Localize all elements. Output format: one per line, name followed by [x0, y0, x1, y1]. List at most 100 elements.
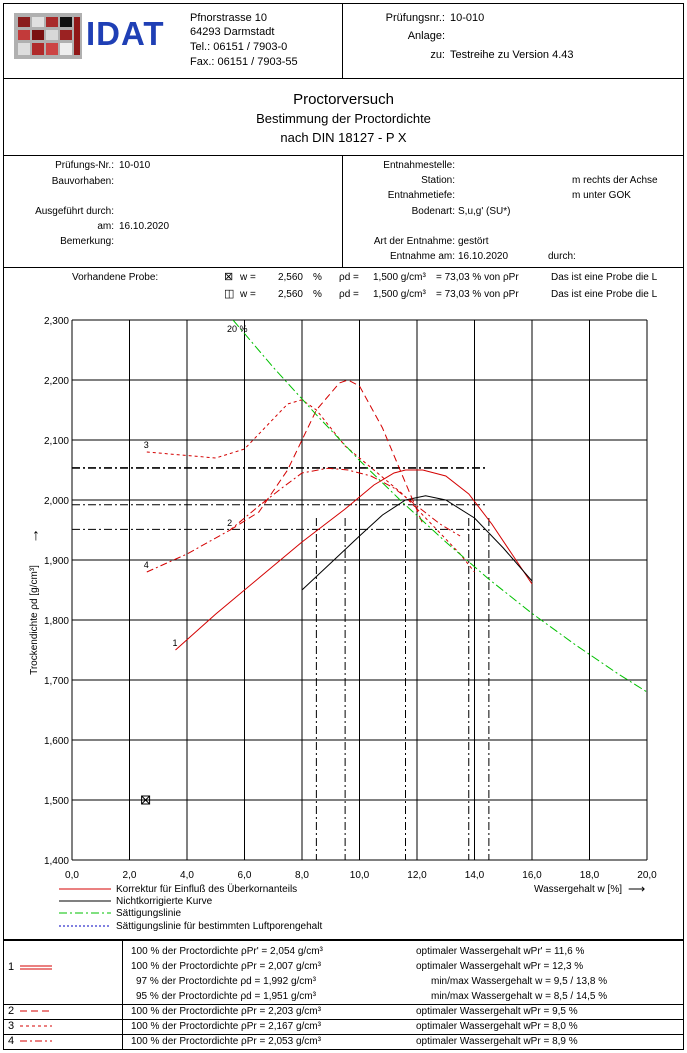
results-row-4-swatch	[20, 1040, 52, 1042]
anlage-label: Anlage:	[407, 30, 445, 42]
series-label: 4	[144, 560, 149, 570]
info-left-label-4: am:	[97, 221, 114, 232]
results-row-2-swatch	[20, 1010, 52, 1012]
x-tick-label: 4,0	[180, 870, 194, 881]
legend-label-3: Sättigungslinie	[116, 908, 182, 919]
results-col-divider	[122, 940, 123, 1050]
y-tick-label: 2,100	[44, 436, 69, 447]
results-group-1-left-4: 95 % der Proctordichte ρd = 1,951 g/cm³	[136, 991, 316, 1002]
y-tick-label: 1,900	[44, 556, 69, 567]
x-tick-label: 16,0	[522, 870, 542, 881]
y-tick-label: 2,200	[44, 376, 69, 387]
probe-row-2-rho-label: ρd =	[339, 289, 359, 300]
series-label: 1	[173, 638, 178, 648]
series-line-dash_short	[146, 399, 475, 573]
probe-row-1-w-label: w =	[240, 272, 256, 283]
info-right-label-6: Entnahme am:	[389, 251, 455, 262]
results-row-4-num: 4	[8, 1035, 15, 1047]
station-unit: m rechts der Achse	[572, 175, 658, 186]
sample-point-marker	[141, 795, 151, 805]
probe-row-1-w-unit: %	[313, 272, 322, 283]
results-row-2-right: optimaler Wassergehalt wPr = 9,5 %	[416, 1006, 578, 1017]
info-right-label-1: Entnahmestelle:	[383, 160, 455, 171]
legend-label-2: Nichtkorrigierte Kurve	[116, 896, 213, 907]
results-group-1-left-3: 97 % der Proctordichte ρd = 1,992 g/cm³	[136, 976, 316, 987]
x-tick-label: 12,0	[407, 870, 427, 881]
y-tick-label: 1,400	[44, 856, 69, 867]
proctor-chart: 0,0 2,0 4,0 6,0 8,0 10,0 12,0 14,0 16,0 18,0 20,0 2…	[29, 316, 657, 896]
probe-row-2-w-label: w =	[240, 289, 256, 300]
info-left-label-2: Bauvorhaben:	[51, 176, 114, 187]
y-axis-arrow: ↑	[32, 527, 40, 544]
x-tick-label: 20,0	[637, 870, 657, 881]
results-group-1-num: 1	[8, 961, 15, 973]
info-divider	[342, 155, 343, 268]
series-label: 20 %	[227, 324, 248, 334]
logo-building-icon	[14, 13, 82, 59]
results-group-1-right-4: min/max Wassergehalt w = 8,5 / 14,5 %	[431, 991, 608, 1002]
tiefe-unit: m unter GOK	[572, 190, 631, 201]
results-row-3-left: 100 % der Proctordichte ρPr = 2,167 g/cm…	[131, 1021, 321, 1032]
probe-label: Vorhandene Probe:	[72, 272, 159, 283]
info-right-label-2: Station:	[421, 175, 455, 186]
results-row-2-num: 2	[8, 1005, 15, 1017]
results-row-divider-2	[3, 1019, 684, 1020]
sample-point-cross	[141, 795, 150, 805]
probe-row-2-symbol: ◫	[224, 288, 235, 300]
x-tick-label: 8,0	[295, 870, 309, 881]
results-group-1-left-2: 100 % der Proctordichte ρPr = 2,007 g/cm…	[131, 961, 321, 972]
title-line-2: Bestimmung der Proctordichte	[256, 111, 431, 126]
y-tick-label: 2,300	[44, 316, 69, 327]
results-row-3-right: optimaler Wassergehalt wPr = 8,0 %	[416, 1021, 578, 1032]
info-right-value-6: 16.10.2020	[458, 251, 509, 262]
series-label: 2	[227, 518, 232, 528]
company-logo: IDAT	[12, 11, 182, 61]
probe-row-2-w: 2,560	[277, 289, 303, 300]
probe-row-2-rho: 1,500 g/cm³	[373, 289, 426, 300]
probe-row-1-pct: = 73,03 % von ρPr	[436, 272, 519, 283]
info-left-label-1: Prüfungs-Nr.:	[55, 160, 114, 171]
y-tick-label: 1,700	[44, 676, 69, 687]
x-tick-label: 6,0	[238, 870, 252, 881]
x-tick-label: 2,0	[123, 870, 137, 881]
x-axis-label: Wassergehalt w [%]	[534, 884, 622, 895]
series-line-uncorrected	[301, 495, 533, 591]
header-divider	[342, 3, 343, 79]
probe-row-1-symbol: ⊠	[224, 271, 234, 283]
x-tick-label: 14,0	[465, 870, 485, 881]
title-line-3: nach DIN 18127 - P X	[280, 130, 407, 145]
series-line-dash_long	[229, 379, 424, 531]
address-line-4: Fax.: 06151 / 7903-55	[190, 56, 298, 68]
series-line-correction	[175, 469, 533, 651]
x-tick-label: 10,0	[350, 870, 370, 881]
zu-label: zu:	[430, 49, 445, 61]
y-tick-label: 1,600	[44, 736, 69, 747]
info-left-label-5: Bemerkung:	[60, 236, 114, 247]
probe-row-1-w: 2,560	[277, 272, 303, 283]
info-right-label-5: Art der Entnahme:	[373, 236, 455, 247]
results-group-1-right-2: optimaler Wassergehalt wPr = 12,3 %	[416, 961, 584, 972]
probe-row-2-w-unit: %	[313, 289, 322, 300]
probe-row-2-note: Das ist eine Probe die L	[551, 289, 658, 300]
results-row-4-left: 100 % der Proctordichte ρPr = 2,053 g/cm…	[131, 1036, 321, 1047]
info-right-label-3: Entnahmetiefe:	[387, 190, 455, 201]
durch-label: durch:	[548, 251, 576, 262]
results-group-1-right-1: optimaler Wassergehalt wPr' = 11,6 %	[416, 946, 585, 957]
info-right-label-4: Bodenart:	[411, 206, 455, 217]
series-line-dash_dot	[146, 467, 461, 573]
pruefungsnr-label: Prüfungsnr.:	[385, 12, 445, 24]
y-tick-label: 1,800	[44, 616, 69, 627]
y-tick-label: 2,000	[44, 496, 69, 507]
results-box	[3, 940, 684, 1050]
info-left-value-4: 16.10.2020	[119, 221, 170, 232]
x-tick-label: 0,0	[65, 870, 79, 881]
probe-row-1-rho: 1,500 g/cm³	[373, 272, 426, 283]
x-axis-arrow: ⟶	[628, 882, 645, 896]
address-line-2: 64293 Darmstadt	[190, 26, 275, 38]
logo-text: IDAT	[86, 15, 165, 52]
results-row-3-num: 3	[8, 1020, 15, 1032]
series-label: 3	[144, 440, 149, 450]
info-left-value-1: 10-010	[119, 160, 151, 171]
info-right-value-5: gestört	[458, 236, 489, 247]
results-group-1-left-1: 100 % der Proctordichte ρPr' = 2,054 g/c…	[131, 946, 323, 957]
